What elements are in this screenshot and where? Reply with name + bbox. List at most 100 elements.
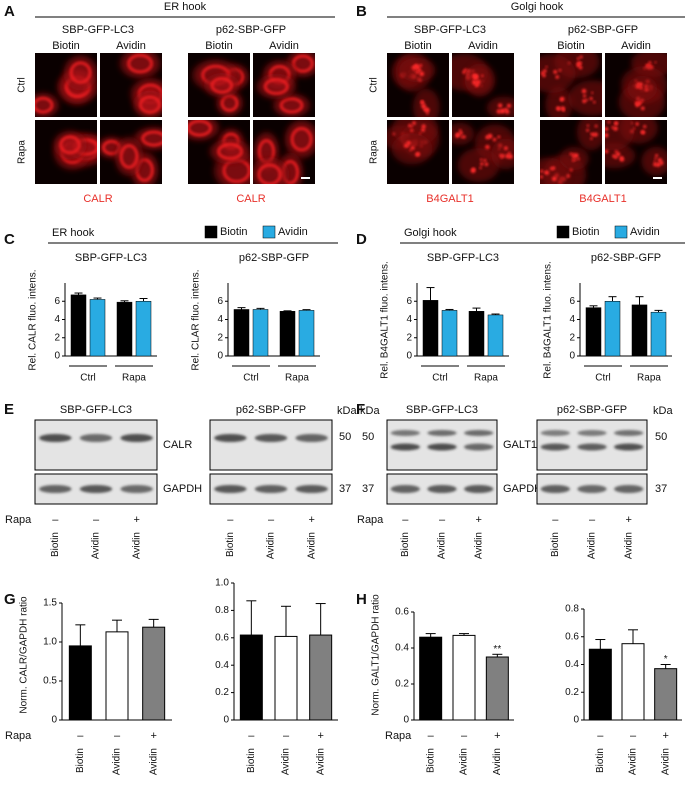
error-bar [660, 664, 671, 669]
significance: ** [493, 644, 501, 655]
y-tick-label: 0 [406, 351, 412, 362]
kda-label: kDa [653, 405, 673, 417]
micrograph [452, 53, 514, 117]
x-tick-label: Biotin [425, 748, 436, 773]
cells [100, 126, 162, 184]
micrograph [540, 120, 602, 184]
golgi-dot [589, 97, 593, 101]
bar [631, 304, 648, 357]
y-tick-label: 0.8 [565, 604, 579, 615]
golgi-dot [576, 57, 580, 60]
rapa-sign: – [597, 730, 604, 742]
x-tick-label: Avidin [281, 748, 292, 775]
rapa-sign: – [268, 514, 275, 526]
x-tick-label: Biotin [595, 748, 606, 773]
row-label: Rapa [17, 140, 28, 164]
golgi-dot [497, 135, 501, 139]
micrograph [35, 53, 97, 117]
golgi-dot [462, 70, 466, 75]
band [120, 434, 153, 442]
cells [540, 53, 602, 117]
golgi-dot [508, 151, 511, 155]
y-tick-label: 6 [54, 296, 60, 307]
cells [35, 54, 97, 117]
rapa-label: Rapa [5, 730, 32, 742]
micrograph [452, 120, 514, 184]
rapa-sign: + [475, 514, 481, 526]
bar [452, 634, 476, 721]
golgi-dot [655, 162, 661, 167]
chart-title: p62-SBP-GFP [239, 252, 309, 264]
y-tick-label: 0.6 [565, 631, 579, 642]
golgi-dot [593, 132, 598, 137]
rapa-sign: – [283, 730, 290, 742]
golgi-dot [635, 84, 640, 89]
er [67, 58, 94, 87]
stain-label: CALR [83, 193, 112, 205]
protein-label: CALR [163, 439, 192, 451]
marker-label: 37 [655, 483, 667, 495]
y-tick-label: 0.6 [215, 632, 229, 643]
golgi-dot [582, 99, 587, 104]
bar [233, 309, 250, 357]
rapa-sign: – [52, 514, 59, 526]
band [540, 430, 570, 436]
hook-title: ER hook [52, 227, 95, 239]
golgi-dot [605, 132, 609, 138]
cell [641, 146, 667, 176]
golgi-dot [553, 69, 558, 74]
band [79, 485, 113, 493]
micrograph [188, 53, 250, 117]
error-bar [654, 309, 663, 313]
bar [604, 301, 621, 357]
panel-letter: C [4, 231, 15, 248]
micrograph [387, 120, 449, 184]
cells [391, 53, 440, 117]
er [276, 96, 307, 115]
golgi-dot [557, 107, 561, 111]
legend-label: Biotin [572, 226, 600, 238]
golgi-dot [581, 88, 587, 94]
hook-title: Golgi hook [511, 1, 564, 13]
lane-label: Avidin [306, 532, 317, 559]
micrograph [605, 53, 667, 117]
golgi-dot [585, 98, 588, 102]
er [288, 124, 315, 155]
panel-letter: E [4, 401, 14, 418]
golgi-dot [648, 61, 652, 65]
golgi-dot [479, 166, 482, 170]
golgi-dot [544, 170, 550, 175]
marker-label: 37 [362, 483, 374, 495]
golgi-dot [417, 68, 422, 73]
band [577, 485, 607, 493]
bar [441, 310, 458, 357]
condition-label: Biotin [52, 40, 80, 52]
golgi-dot [415, 70, 419, 74]
y-tick-label: 2 [217, 332, 223, 343]
golgi-dot [480, 162, 484, 166]
band [614, 430, 644, 436]
rapa-sign: + [150, 730, 156, 742]
er [57, 133, 83, 156]
lane-label: Biotin [550, 532, 561, 557]
rapa-sign: – [77, 730, 84, 742]
golgi-dot [605, 149, 609, 154]
bar [105, 631, 129, 721]
golgi-dot [607, 120, 611, 124]
cell [452, 122, 475, 145]
error-bar [589, 305, 598, 308]
protein-label: GALT1 [503, 439, 537, 451]
golgi-dot [593, 100, 596, 104]
error-bar [595, 639, 606, 650]
golgi-dot [496, 109, 501, 114]
x-tick-label: Ctrl [595, 373, 611, 384]
cells [452, 122, 514, 182]
stain-label: B4GALT1 [426, 193, 474, 205]
x-tick-label: Rapa [474, 373, 498, 384]
golgi-dot [562, 109, 565, 112]
y-tick-label: 0.4 [215, 660, 229, 671]
golgi-dot [485, 135, 490, 140]
legend-label: Biotin [220, 226, 248, 238]
golgi-dot [643, 125, 647, 129]
band [390, 485, 421, 493]
